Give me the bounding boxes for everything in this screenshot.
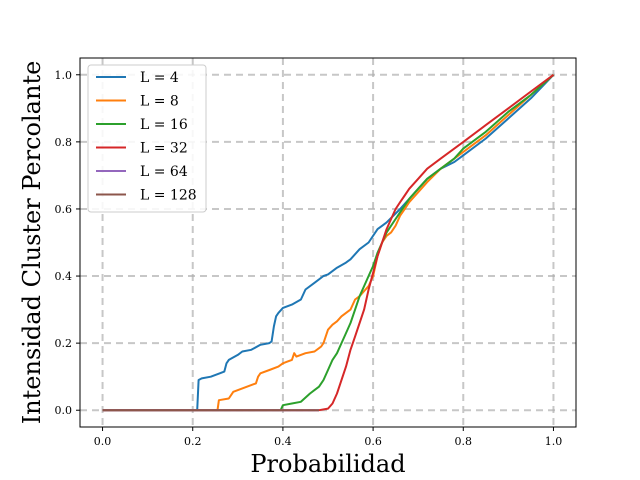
series-line-2: [102, 74, 555, 412]
y-tick-label: 0.8: [55, 136, 73, 149]
x-tick-label: 0.4: [274, 435, 292, 448]
x-tick-label: 0.2: [184, 435, 202, 448]
x-tick-label: 0.6: [364, 435, 382, 448]
x-axis-ticks: 0.0 0.2 0.4 0.6 0.8 1.0: [94, 427, 562, 448]
x-tick-label: 1.0: [545, 435, 563, 448]
y-axis-label: Intensidad Cluster Percolante: [18, 61, 46, 425]
series-line-4: [102, 73, 555, 412]
y-tick-label: 0.2: [55, 337, 73, 350]
legend-label-4: L = 32: [140, 141, 188, 157]
legend-label-3: L = 16: [140, 117, 188, 133]
series-lines: [102, 73, 555, 412]
legend-label-5: L = 64: [140, 164, 188, 180]
y-tick-label: 1.0: [55, 69, 73, 82]
x-axis-label: Probabilidad: [250, 450, 405, 478]
legend-label-2: L = 8: [140, 94, 179, 110]
series-line-3: [102, 74, 555, 412]
y-tick-label: 0.6: [55, 203, 73, 216]
x-tick-label: 0.0: [94, 435, 112, 448]
axes-frame: [79, 57, 577, 428]
legend: L = 4 L = 8 L = 16 L = 32 L = 64 L = 128: [87, 64, 207, 213]
grid-lines: [80, 58, 576, 427]
legend-label-6: L = 128: [140, 188, 197, 204]
y-tick-label: 0.0: [55, 404, 73, 417]
x-tick-label: 0.8: [455, 435, 473, 448]
y-tick-label: 0.4: [55, 270, 73, 283]
y-axis-ticks: 0.0 0.2 0.4 0.6 0.8 1.0: [55, 69, 80, 417]
legend-label-1: L = 4: [140, 70, 179, 86]
legend-box: [87, 64, 207, 213]
